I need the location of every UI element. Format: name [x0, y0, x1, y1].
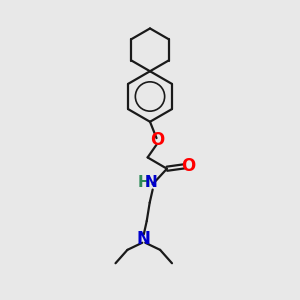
Text: N: N — [145, 176, 157, 190]
Text: N: N — [137, 230, 151, 247]
Text: O: O — [181, 157, 196, 175]
Text: H: H — [138, 176, 151, 190]
Text: O: O — [151, 131, 165, 149]
